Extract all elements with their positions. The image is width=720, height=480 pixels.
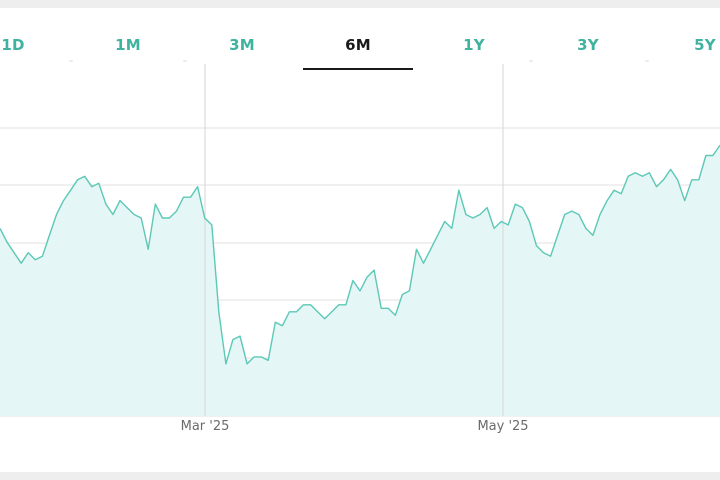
price-chart: Mar '25 May '25: [0, 64, 720, 434]
x-tick-label: May '25: [477, 419, 528, 434]
tab-separator: [183, 60, 187, 62]
series-area: [0, 145, 720, 416]
chart-widget: 1D 1M 3M 6M 1Y 3Y 5Y Mar '25 May '25: [0, 8, 720, 472]
series-line: [0, 144, 720, 365]
tab-1d[interactable]: 1D: [1, 36, 25, 54]
tab-1y[interactable]: 1Y: [463, 36, 485, 54]
x-tick-label: Mar '25: [181, 419, 230, 434]
tab-3m[interactable]: 3M: [229, 36, 255, 54]
time-range-tabs: 1D 1M 3M 6M 1Y 3Y 5Y: [0, 8, 720, 72]
tab-separator: [644, 60, 649, 62]
tab-separator: [68, 60, 73, 62]
tab-separator: [529, 60, 533, 62]
tab-3y[interactable]: 3Y: [577, 36, 599, 54]
tab-6m[interactable]: 6M: [303, 8, 413, 70]
tab-5y[interactable]: 5Y: [694, 36, 716, 54]
tab-1m[interactable]: 1M: [115, 36, 141, 54]
